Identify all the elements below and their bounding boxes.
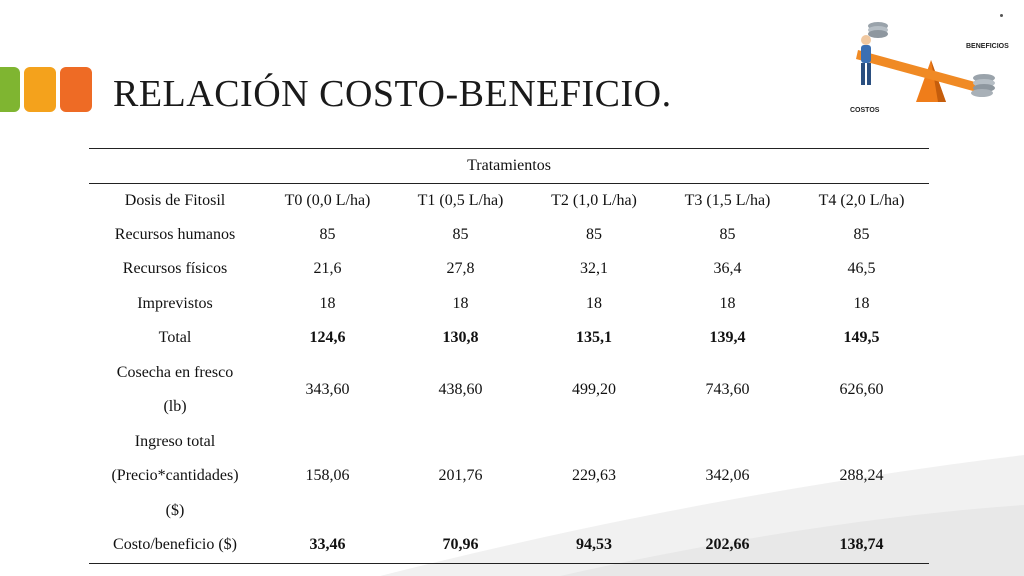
table-cell: 18 [853,294,870,312]
column-header: T1 (0,5 L/ha) [417,191,504,209]
row-label-line: (lb) [163,398,187,415]
table-cell: 85 [719,225,736,243]
table-cell: 18 [452,294,469,312]
row-label: Ingreso total (Precio*cantidades) ($) [89,425,261,529]
row-header-title: Dosis de Fitosil [124,191,226,209]
table-cell: 343,60 [305,381,350,398]
table-cell: 18 [319,294,336,312]
table-row: Cosecha en fresco (lb) 343,60 438,60 499,20 7… [89,356,929,425]
column-header-row: Dosis de Fitosil T0 (0,0 L/ha) T1 (0,5 L/h… [89,183,929,218]
table-cell: 94,53 [527,528,661,564]
row-label-line: ($) [165,501,185,519]
table-row: Recursos físicos 21,6 27,8 32,1 36,4 46,5 [89,252,929,287]
table-cell: 138,74 [794,528,930,564]
table-cell: 342,06 [705,467,750,485]
table-cell: 18 [586,294,602,312]
table-cell: 85 [586,225,602,243]
table-cell: 626,60 [839,381,884,398]
table-cell: 46,5 [847,260,876,278]
table-cell: 130,8 [442,329,479,347]
table-row: Imprevistos 18 18 18 18 18 [89,287,929,322]
row-label: Total [158,329,192,346]
accent-square-green [0,67,20,112]
table-cell: 33,46 [261,528,394,564]
table-row: Costo/beneficio ($) 33,46 70,96 94,53 202,66… [89,528,930,564]
table-row: Ingreso total (Precio*cantidades) ($) 158,0… [89,425,929,529]
decorative-dot [1000,14,1003,17]
column-header: T3 (1,5 L/ha) [684,191,771,209]
row-label: Recursos físicos [122,260,228,277]
table-row: Total 124,6 130,8 135,1 139,4 149,5 [89,321,929,356]
row-label: Recursos humanos [114,225,236,243]
table-cell: 499,20 [572,381,616,398]
table-cell: 158,06 [305,467,350,485]
row-label-line: Ingreso total [134,432,216,450]
row-label-line: (Precio*cantidades) [111,467,239,484]
accent-square-orange [24,67,56,112]
costs-label: COSTOS [850,107,880,114]
table-cell: 139,4 [709,329,746,347]
table-cell: 21,6 [313,260,342,278]
table-cell: 70,96 [394,528,527,564]
row-label-line: Cosecha en fresco [116,363,234,381]
table-cell: 438,60 [438,381,483,398]
group-header-row: Tratamientos [89,148,930,183]
table-cell: 85 [853,225,870,243]
cost-benefit-table: Tratamientos Dosis de Fitosil T0 (0,0 L/h… [89,148,930,564]
row-label: Imprevistos [137,294,213,312]
table-cell: 124,6 [309,329,346,347]
table-cell: 202,66 [661,528,794,564]
table-cell: 36,4 [713,260,742,278]
table-cell: 229,63 [572,467,616,485]
cost-benefit-seesaw-icon: BENEFICIOS COSTOS [850,22,1009,114]
table-cell: 18 [719,294,736,312]
column-header: T2 (1,0 L/ha) [551,191,637,209]
table-cell: 85 [452,225,469,243]
table-cell: 288,24 [839,467,884,485]
table-cell: 27,8 [446,260,475,278]
table-cell: 135,1 [576,329,612,347]
column-header: T4 (2,0 L/ha) [818,191,905,209]
group-header: Tratamientos [467,156,551,174]
table-cell: 149,5 [843,329,880,347]
table-row: Recursos humanos 85 85 85 85 85 [89,218,929,253]
column-header: T0 (0,0 L/ha) [284,191,371,209]
accent-square-red [60,67,92,112]
slide-title: RELACIÓN COSTO-BENEFICIO. [113,73,672,115]
row-label: Cosecha en fresco (lb) [89,356,261,425]
table-cell: 85 [319,225,336,243]
benefits-label: BENEFICIOS [966,43,1009,50]
row-label: Costo/beneficio ($) [89,528,261,564]
table-cell: 743,60 [705,381,750,398]
table-cell: 201,76 [438,467,483,485]
table-cell: 32,1 [580,260,608,278]
